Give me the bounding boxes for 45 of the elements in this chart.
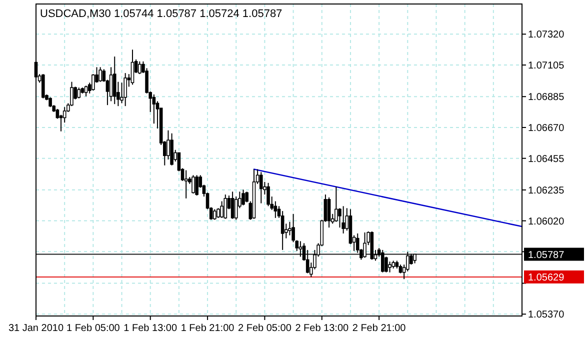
candlestick [138,60,142,75]
ref-line-label: 1.05787 [528,250,565,261]
candlestick [124,72,127,107]
candlestick [48,96,52,108]
candlestick [41,74,45,99]
candlestick [274,200,278,218]
y-tick-label: 1.06455 [528,154,565,165]
y-tick-label: 1.06235 [528,185,565,196]
candlestick [230,191,234,220]
x-tick-label: 31 Jan 2010 [8,323,64,334]
x-tick-label: 2 Feb 13:00 [295,323,350,334]
x-tick-label: 1 Feb 13:00 [124,323,178,334]
candlestick [195,174,198,196]
y-tick-label: 1.05370 [528,310,565,321]
candlestick [216,208,220,218]
candlestick [220,200,224,218]
candlestick [266,182,270,207]
candlestick [152,94,156,124]
candlestick [77,87,81,99]
candlestick [259,172,263,204]
candlestick [112,56,116,105]
y-tick-label: 1.06885 [528,92,565,104]
candlestick [342,206,345,234]
y-tick-label: 1.06670 [528,122,565,134]
x-tick-label: 1 Feb 21:00 [180,323,235,334]
candlestick [224,194,228,220]
x-tick-label: 2 Feb 05:00 [238,323,292,334]
y-tick-label: 1.07105 [528,60,565,72]
y-tick-label: 1.06020 [528,216,565,228]
candlestick [84,85,88,97]
chart-title: USDCAD,M30 1.05744 1.05787 1.05724 1.05787 [40,8,282,20]
ref-line-label: 1.05629 [528,272,565,284]
candlestick [184,170,188,199]
candlestick [242,189,245,206]
candlestick [130,49,134,86]
candlestick [388,261,392,273]
y-tick-label: 1.07320 [528,30,565,41]
candlestick [109,66,113,102]
candlestick [98,66,102,82]
candlestick [192,174,195,194]
candlestick [213,208,216,220]
candlestick [245,191,248,203]
x-tick-label: 2 Feb 21:00 [352,323,406,334]
x-tick-label: 1 Feb 05:00 [66,323,120,334]
candlestick [327,196,331,228]
